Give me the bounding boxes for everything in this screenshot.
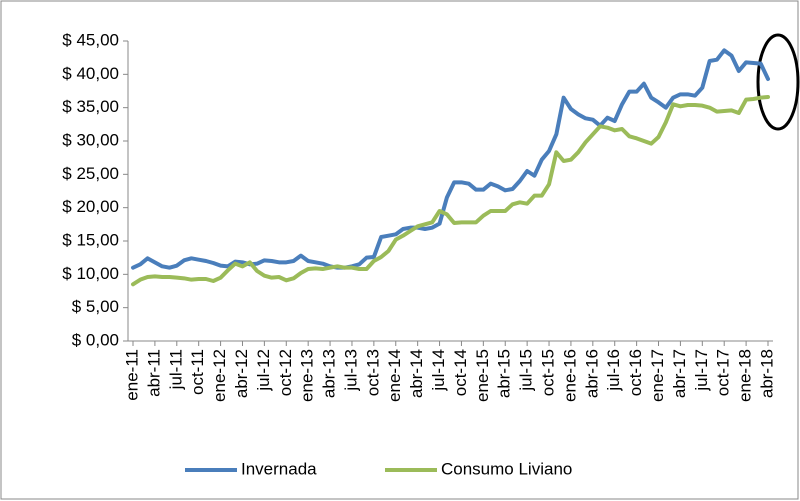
- y-tick-label: $ 30,00: [62, 130, 119, 149]
- x-tick-label: ene-16: [560, 349, 579, 402]
- x-tick-label: jul-11: [166, 349, 185, 390]
- x-tick-label: ene-14: [385, 349, 404, 402]
- x-tick-label: ene-17: [648, 349, 667, 402]
- x-tick-label: oct-14: [451, 349, 470, 396]
- x-tick-label: abr-16: [582, 349, 601, 398]
- x-tick-label: jul-15: [517, 349, 536, 392]
- x-tick-label: abr-14: [407, 349, 426, 398]
- x-tick-label: oct-12: [276, 349, 295, 396]
- x-tick-label: ene-12: [210, 349, 229, 402]
- x-tick-label: jul-16: [604, 349, 623, 392]
- x-tick-label: abr-18: [757, 349, 776, 398]
- x-tick-label: oct-15: [539, 349, 558, 396]
- x-tick-label: jul-12: [254, 349, 273, 392]
- x-tick-label: abr-15: [495, 349, 514, 398]
- x-tick-label: ene-11: [122, 349, 141, 401]
- x-tick-label: oct-11: [188, 349, 207, 395]
- y-tick-label: $ 15,00: [62, 230, 119, 249]
- x-tick-label: abr-12: [232, 349, 251, 398]
- y-tick-label: $ 45,00: [62, 30, 119, 49]
- series-line: [131, 95, 770, 287]
- x-tick-label: jul-17: [692, 349, 711, 392]
- y-tick-label: $ 35,00: [62, 97, 119, 116]
- x-tick-label: jul-14: [429, 349, 448, 392]
- legend-label: Invernada: [241, 459, 317, 478]
- y-tick-label: $ 5,00: [72, 297, 119, 316]
- x-tick-label: ene-18: [736, 349, 755, 402]
- y-tick-label: $ 10,00: [62, 264, 119, 283]
- x-tick-label: oct-17: [714, 349, 733, 396]
- x-tick-label: jul-13: [341, 349, 360, 392]
- y-tick-label: $ 40,00: [62, 64, 119, 83]
- y-tick-label: $ 20,00: [62, 197, 119, 216]
- y-tick-label: $ 0,00: [72, 330, 119, 349]
- series-line: [131, 48, 770, 270]
- highlight-ellipse: [756, 33, 800, 131]
- legend-label: Consumo Liviano: [441, 459, 572, 478]
- x-tick-label: ene-15: [473, 349, 492, 402]
- x-tick-label: abr-13: [320, 349, 339, 398]
- x-tick-label: abr-17: [670, 349, 689, 398]
- x-tick-label: oct-13: [363, 349, 382, 396]
- x-tick-label: oct-16: [626, 349, 645, 396]
- y-tick-label: $ 25,00: [62, 164, 119, 183]
- x-tick-label: abr-11: [144, 349, 163, 397]
- x-tick-label: ene-13: [298, 349, 317, 402]
